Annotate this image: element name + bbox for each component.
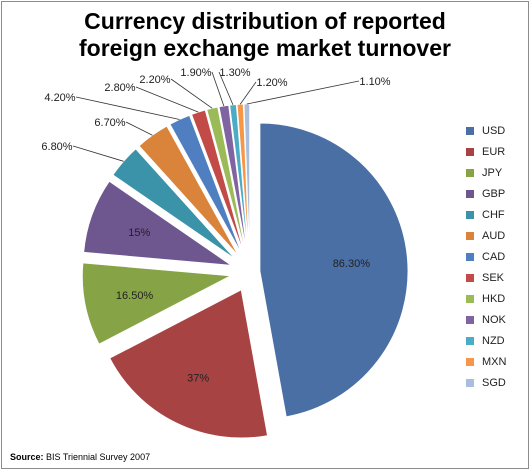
legend: USD EUR JPY GBP CHF AUD CAD SEK HKD NOK NZD MXN SGD (466, 120, 526, 393)
source-label: Source: (10, 452, 44, 462)
legend-swatch (466, 252, 474, 261)
source-text: BIS Triennial Survey 2007 (43, 452, 151, 462)
legend-item-eur: EUR (466, 141, 526, 162)
leader-line-chf (72, 145, 124, 162)
pie-slice-gbp (83, 180, 233, 266)
leader-line-mxn (239, 81, 257, 105)
legend-swatch (466, 294, 474, 303)
pie-slice-nzd (229, 104, 249, 253)
legend-swatch (466, 357, 474, 366)
legend-item-nzd: NZD (466, 330, 526, 351)
chart-title-line-1: Currency distribution of reported (84, 8, 446, 34)
chart-title: Currency distribution of reported foreig… (0, 8, 530, 62)
pie-slice-sgd (243, 103, 251, 253)
pie-slice-aud (138, 125, 239, 256)
leader-line-sek (135, 86, 199, 113)
legend-item-jpy: JPY (466, 162, 526, 183)
legend-item-aud: AUD (466, 225, 526, 246)
legend-swatch (466, 231, 474, 240)
legend-swatch (466, 147, 474, 156)
legend-item-sek: SEK (466, 267, 526, 288)
legend-label: MXN (482, 355, 507, 368)
legend-label: NZD (482, 334, 505, 347)
legend-label: USD (482, 124, 506, 137)
slice-label-aud: 6.70% (94, 117, 125, 129)
leader-line-sgd (246, 80, 360, 105)
legend-label: AUD (482, 229, 506, 242)
legend-swatch (466, 168, 474, 177)
legend-item-nok: NOK (466, 309, 526, 330)
legend-swatch (466, 126, 474, 135)
pie-slice-chf (112, 148, 236, 260)
legend-swatch (466, 315, 474, 324)
legend-label: GBP (482, 187, 506, 200)
leader-line-nzd (218, 71, 234, 106)
legend-label: EUR (482, 145, 506, 158)
slice-label-sgd: 1.10% (359, 76, 390, 88)
leader-line-nok (211, 71, 225, 107)
slice-label-nzd: 1.30% (219, 67, 250, 79)
pie-slice-eur (109, 289, 268, 439)
pie-slice-nok (218, 104, 248, 253)
leader-line-cad (75, 96, 180, 120)
legend-item-usd: USD (466, 120, 526, 141)
legend-item-sgd: SGD (466, 372, 526, 393)
slice-label-chf: 6.80% (41, 141, 72, 153)
slice-label-eur: 37% (187, 373, 209, 385)
legend-swatch (466, 189, 474, 198)
legend-swatch (466, 210, 474, 219)
slice-label-cad: 4.20% (44, 92, 75, 104)
legend-item-hkd: HKD (466, 288, 526, 309)
pie-slice-cad (169, 114, 242, 255)
legend-label: CHF (482, 208, 505, 221)
source-note: Source: BIS Triennial Survey 2007 (10, 452, 150, 462)
legend-item-chf: CHF (466, 204, 526, 225)
slice-label-gbp: 15% (128, 227, 150, 239)
legend-item-gbp: GBP (466, 183, 526, 204)
legend-item-cad: CAD (466, 246, 526, 267)
slice-label-sek: 2.80% (104, 82, 135, 94)
slice-label-hkd: 2.20% (139, 74, 170, 86)
legend-swatch (466, 336, 474, 345)
pie-slice-mxn (236, 103, 250, 253)
slice-label-nok: 1.90% (180, 67, 211, 79)
legend-label: JPY (482, 166, 503, 179)
pie-slice-usd (259, 122, 409, 418)
legend-label: NOK (482, 313, 506, 326)
chart-title-line-2: foreign exchange market turnover (79, 35, 451, 61)
leader-line-hkd (170, 78, 213, 109)
slice-label-jpy: 16.50% (116, 290, 154, 302)
legend-label: SGD (482, 376, 506, 389)
legend-item-mxn: MXN (466, 351, 526, 372)
legend-swatch (466, 273, 474, 282)
slice-label-mxn: 1.20% (256, 77, 287, 89)
legend-label: SEK (482, 271, 505, 284)
legend-label: HKD (482, 292, 506, 305)
leader-line-aud (125, 121, 153, 136)
slice-label-usd: 86.30% (333, 258, 371, 270)
legend-swatch (466, 378, 474, 387)
pie-slice-jpy (82, 262, 232, 345)
legend-label: CAD (482, 250, 506, 263)
